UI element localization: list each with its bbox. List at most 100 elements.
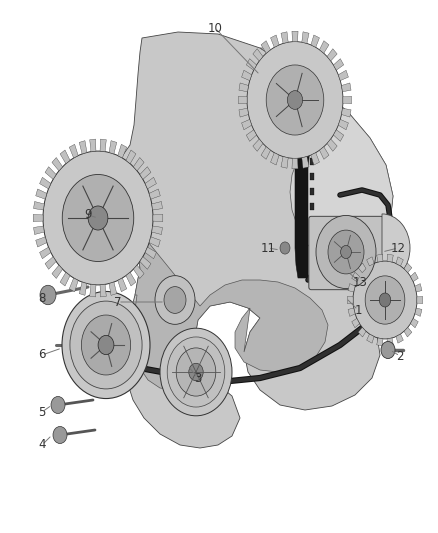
Circle shape	[316, 215, 376, 288]
Polygon shape	[149, 189, 160, 199]
Polygon shape	[281, 157, 288, 168]
Text: 3: 3	[194, 372, 201, 384]
Polygon shape	[126, 150, 136, 164]
Polygon shape	[367, 334, 374, 343]
Text: 5: 5	[38, 406, 46, 418]
Polygon shape	[36, 189, 47, 199]
Polygon shape	[387, 254, 393, 262]
Circle shape	[164, 287, 186, 313]
Polygon shape	[292, 158, 298, 169]
Polygon shape	[238, 96, 247, 104]
Polygon shape	[343, 96, 352, 104]
Polygon shape	[109, 141, 117, 154]
Circle shape	[266, 65, 324, 135]
Polygon shape	[377, 254, 383, 262]
Circle shape	[381, 342, 395, 359]
Polygon shape	[352, 318, 360, 328]
Polygon shape	[310, 173, 314, 180]
Polygon shape	[358, 263, 366, 273]
Polygon shape	[54, 32, 393, 448]
Polygon shape	[319, 41, 329, 53]
Polygon shape	[338, 70, 348, 80]
Polygon shape	[367, 257, 374, 266]
Polygon shape	[352, 272, 360, 281]
Polygon shape	[302, 157, 309, 168]
Circle shape	[98, 335, 114, 354]
Polygon shape	[253, 49, 263, 61]
Polygon shape	[396, 334, 403, 343]
Polygon shape	[140, 257, 151, 269]
Circle shape	[379, 293, 391, 307]
Polygon shape	[415, 284, 422, 292]
Polygon shape	[410, 318, 418, 328]
Circle shape	[88, 206, 108, 230]
Polygon shape	[311, 152, 319, 165]
Polygon shape	[52, 265, 63, 278]
Polygon shape	[239, 108, 248, 117]
Polygon shape	[327, 139, 337, 151]
Circle shape	[247, 42, 343, 158]
Polygon shape	[338, 119, 348, 130]
Polygon shape	[310, 188, 314, 195]
Circle shape	[365, 276, 405, 324]
Circle shape	[160, 328, 232, 416]
Polygon shape	[310, 218, 314, 225]
Polygon shape	[118, 144, 127, 158]
Circle shape	[167, 337, 225, 407]
Polygon shape	[347, 296, 353, 304]
Polygon shape	[239, 83, 248, 92]
Polygon shape	[396, 257, 403, 266]
Circle shape	[189, 363, 203, 381]
Polygon shape	[114, 200, 328, 390]
Polygon shape	[39, 177, 51, 189]
Polygon shape	[152, 226, 162, 235]
Text: 13: 13	[353, 276, 367, 288]
Text: 10: 10	[208, 21, 223, 35]
Polygon shape	[246, 59, 257, 70]
Polygon shape	[149, 237, 160, 247]
Polygon shape	[310, 263, 314, 270]
Polygon shape	[246, 130, 257, 141]
Polygon shape	[404, 263, 412, 273]
Polygon shape	[140, 167, 151, 179]
Polygon shape	[310, 143, 314, 150]
Polygon shape	[45, 167, 56, 179]
Polygon shape	[310, 158, 314, 165]
Polygon shape	[90, 139, 96, 151]
Text: 8: 8	[38, 292, 46, 304]
Polygon shape	[39, 247, 51, 259]
Polygon shape	[310, 128, 314, 135]
Polygon shape	[358, 327, 366, 337]
Polygon shape	[36, 237, 47, 247]
Circle shape	[328, 230, 364, 274]
Polygon shape	[404, 327, 412, 337]
Polygon shape	[319, 147, 329, 159]
Polygon shape	[69, 144, 78, 158]
Text: 2: 2	[396, 350, 404, 362]
Polygon shape	[242, 119, 252, 130]
Polygon shape	[109, 282, 117, 295]
Circle shape	[43, 151, 153, 285]
Polygon shape	[34, 226, 44, 235]
Polygon shape	[153, 214, 163, 222]
Polygon shape	[34, 201, 44, 210]
Polygon shape	[333, 130, 344, 141]
Circle shape	[280, 242, 290, 254]
Polygon shape	[145, 177, 156, 189]
Polygon shape	[126, 272, 136, 286]
Circle shape	[287, 91, 303, 109]
Polygon shape	[45, 257, 56, 269]
Polygon shape	[310, 98, 314, 105]
Text: 9: 9	[84, 208, 92, 222]
Wedge shape	[382, 214, 410, 282]
Text: 6: 6	[38, 349, 46, 361]
Polygon shape	[90, 285, 96, 297]
Polygon shape	[69, 278, 78, 292]
Polygon shape	[310, 203, 314, 210]
Circle shape	[81, 315, 131, 375]
FancyBboxPatch shape	[309, 216, 383, 289]
Polygon shape	[387, 338, 393, 346]
Polygon shape	[261, 41, 271, 53]
Polygon shape	[310, 248, 314, 255]
Polygon shape	[333, 59, 344, 70]
